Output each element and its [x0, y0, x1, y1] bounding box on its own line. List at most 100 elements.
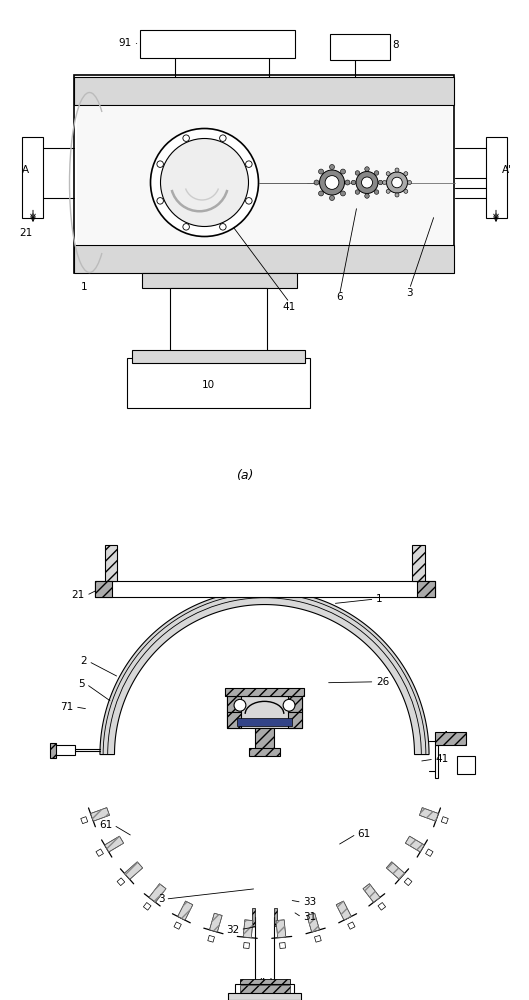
Circle shape [407, 180, 412, 184]
Text: 3: 3 [158, 894, 165, 904]
Bar [237, 718, 292, 726]
Text: (b): (b) [256, 978, 273, 991]
Circle shape [404, 189, 408, 193]
Text: 61: 61 [99, 820, 112, 830]
Circle shape [320, 170, 344, 195]
Circle shape [325, 176, 339, 189]
Bar [417, 581, 434, 597]
Circle shape [160, 138, 249, 227]
Text: 31: 31 [303, 912, 316, 922]
Text: 26: 26 [376, 677, 389, 687]
Bar [50, 743, 56, 758]
Text: 10: 10 [202, 380, 215, 390]
Bar [22, 136, 43, 218]
Text: 71: 71 [60, 702, 74, 712]
Bar [235, 984, 294, 994]
Polygon shape [419, 808, 439, 821]
Bar [75, 78, 454, 105]
Circle shape [404, 172, 408, 176]
Polygon shape [178, 901, 193, 920]
Bar [288, 696, 302, 712]
Bar [77, 106, 452, 244]
Polygon shape [149, 884, 166, 902]
Polygon shape [100, 590, 429, 755]
Text: 21: 21 [72, 590, 85, 600]
Bar [227, 696, 302, 728]
Polygon shape [378, 903, 386, 910]
Text: 41: 41 [435, 754, 448, 764]
Circle shape [361, 177, 372, 188]
Polygon shape [425, 849, 433, 856]
Bar [75, 245, 454, 272]
Bar [249, 748, 280, 756]
Circle shape [378, 180, 383, 185]
Bar [105, 545, 117, 581]
Circle shape [245, 161, 252, 167]
Circle shape [318, 169, 324, 174]
Bar [127, 358, 309, 408]
Polygon shape [90, 808, 110, 821]
Circle shape [365, 194, 369, 198]
Text: 41: 41 [283, 302, 296, 312]
Text: 5: 5 [78, 679, 85, 689]
Bar [273, 908, 277, 926]
Circle shape [386, 172, 390, 176]
Polygon shape [386, 862, 405, 879]
Polygon shape [243, 943, 250, 948]
Circle shape [365, 167, 369, 171]
Circle shape [183, 135, 189, 141]
Polygon shape [279, 943, 286, 948]
Bar [228, 993, 301, 1000]
Bar [140, 30, 295, 57]
Circle shape [314, 180, 319, 185]
Polygon shape [404, 878, 412, 886]
Polygon shape [124, 862, 143, 879]
Bar [75, 75, 454, 272]
Polygon shape [276, 920, 286, 938]
Circle shape [220, 135, 226, 141]
Text: 61: 61 [358, 829, 371, 839]
Text: 21: 21 [19, 228, 32, 237]
Circle shape [382, 180, 387, 184]
Bar [95, 581, 434, 597]
Text: 32: 32 [226, 925, 240, 935]
Bar [240, 979, 289, 984]
Bar [52, 745, 75, 755]
Circle shape [387, 172, 407, 193]
Polygon shape [96, 849, 104, 856]
Text: 4: 4 [442, 731, 449, 741]
Text: A': A' [502, 165, 512, 175]
Bar [330, 34, 389, 60]
Bar [240, 985, 289, 993]
Bar [225, 688, 304, 696]
Circle shape [355, 190, 360, 194]
Circle shape [318, 191, 324, 196]
Bar [169, 288, 267, 358]
Bar [227, 696, 241, 712]
Circle shape [395, 193, 399, 197]
Circle shape [157, 198, 163, 204]
Bar [434, 732, 467, 745]
Polygon shape [336, 901, 351, 920]
Bar [288, 712, 302, 728]
Circle shape [157, 161, 163, 167]
Circle shape [351, 180, 355, 185]
Polygon shape [143, 903, 151, 910]
Polygon shape [348, 922, 355, 929]
Polygon shape [209, 913, 222, 932]
Text: 1: 1 [376, 594, 382, 604]
Circle shape [220, 224, 226, 230]
Text: 8: 8 [392, 40, 399, 50]
Circle shape [245, 198, 252, 204]
Circle shape [356, 172, 378, 194]
Text: 33: 33 [303, 897, 316, 907]
Polygon shape [174, 922, 181, 929]
Circle shape [330, 164, 334, 169]
Text: 2: 2 [80, 656, 87, 666]
Polygon shape [208, 935, 215, 942]
Bar [412, 545, 424, 581]
Circle shape [283, 699, 295, 711]
Circle shape [355, 171, 360, 175]
Circle shape [341, 191, 345, 196]
Polygon shape [307, 913, 320, 932]
